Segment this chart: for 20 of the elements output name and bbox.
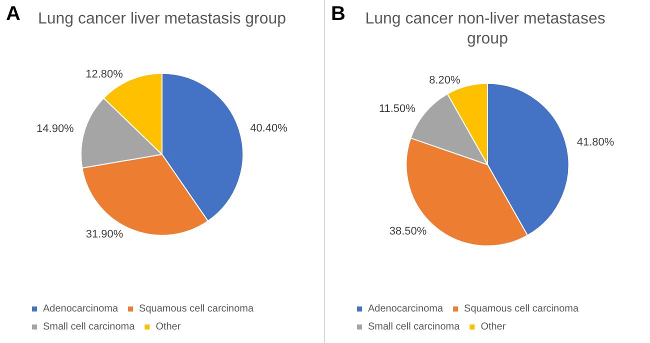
data-label: 14.90% <box>36 122 74 135</box>
chart-title: Lung cancer non-liver metastases group <box>365 10 610 48</box>
data-label: 31.90% <box>86 228 124 241</box>
data-label: 41.80% <box>576 136 614 148</box>
legend-label: Other <box>156 322 182 332</box>
legend-label: Squamous cell carcinoma <box>139 304 254 314</box>
legend-label: Other <box>480 322 506 332</box>
legend-label: Squamous cell carcinoma <box>464 304 579 314</box>
text: A <box>6 3 20 25</box>
legend-label: Adenocarcinoma <box>368 304 444 314</box>
text: B <box>331 3 346 25</box>
legend-label: Small cell carcinoma <box>368 322 460 332</box>
data-label: 12.80% <box>86 68 124 80</box>
chart-title: Lung cancer liver metastasis group <box>38 10 286 28</box>
data-label: 8.20% <box>429 74 460 86</box>
data-label: 38.50% <box>389 226 427 238</box>
legend-label: Small cell carcinoma <box>43 322 136 332</box>
data-label: 40.40% <box>250 122 288 135</box>
legend-label: Adenocarcinoma <box>43 304 118 314</box>
data-label: 11.50% <box>378 102 416 115</box>
